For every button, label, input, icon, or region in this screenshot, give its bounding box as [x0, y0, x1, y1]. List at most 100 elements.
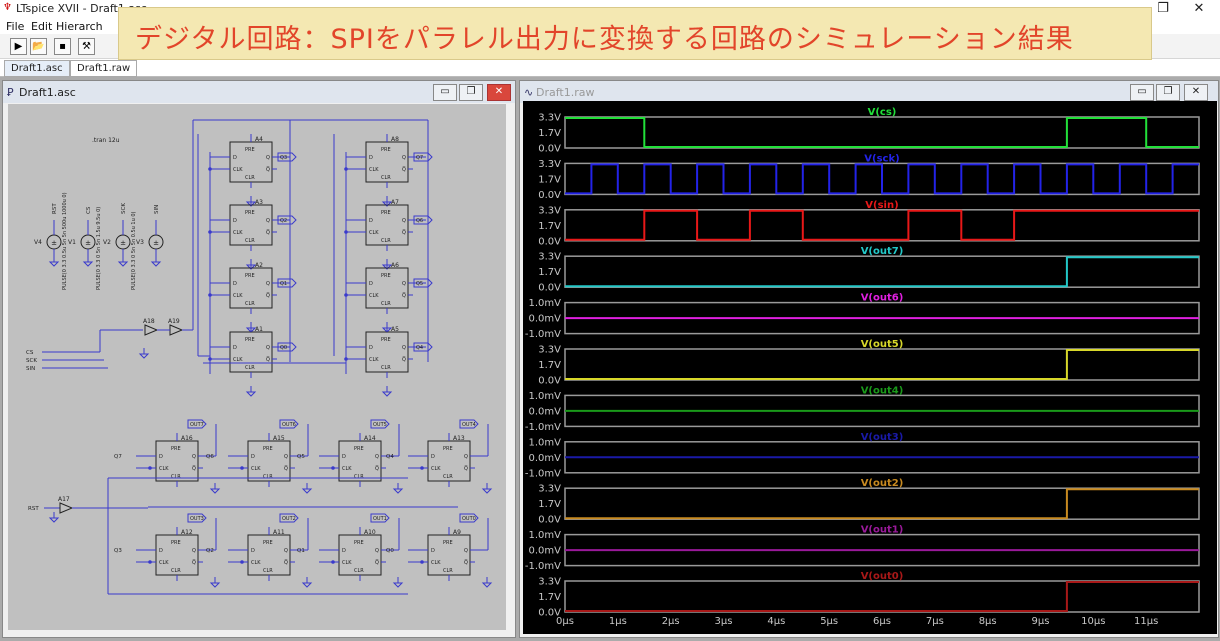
flip-flop-pin: CLK: [159, 560, 169, 566]
flip-flop-pin: Q̅: [284, 559, 288, 566]
hammer-icon[interactable]: ⚒: [78, 38, 95, 55]
tab-draft1-raw[interactable]: Draft1.raw: [70, 60, 138, 77]
waveform-restore-button[interactable]: ❐: [1156, 84, 1180, 101]
flip-flop-pin: D: [233, 155, 237, 161]
flip-flop-pin: CLR: [381, 175, 391, 181]
buffer-label: A17: [58, 496, 70, 503]
app-title: LTspice XVII - Draft1.asc: [16, 2, 147, 15]
ground-symbol: [209, 488, 221, 494]
net-label-flag: [413, 278, 433, 288]
flip-flop-pin: PRE: [354, 540, 364, 546]
y-tick-label: 0.0V: [538, 190, 561, 201]
y-tick-label: 0.0V: [538, 144, 561, 155]
maximize-button[interactable]: ❐: [1157, 1, 1169, 16]
waveform-plot[interactable]: V(cs) 3.3V 1.7V 0.0V V(sck) 3.3V 1.7V 0.0V V(sin…: [523, 101, 1217, 634]
voltage-source-sign: ±: [153, 239, 159, 247]
flip-flop-pin: D: [369, 345, 373, 351]
flip-flop-name: A8: [391, 136, 399, 143]
plot-background: [523, 101, 1217, 634]
trace-label: V(out4): [861, 385, 904, 396]
q-output-label: Q2: [280, 218, 287, 224]
y-tick-label: 0.0mV: [529, 546, 562, 557]
trace-line: [565, 488, 1199, 520]
wire-junction: [240, 560, 244, 564]
flip-flop-pin: CLK: [369, 357, 379, 363]
trace-line: [565, 256, 1199, 288]
input-label: CS: [26, 350, 34, 356]
flip-flop-pin: CLK: [342, 560, 352, 566]
flip-flop-pin: Q̅: [402, 356, 406, 363]
flip-flop-name: A13: [453, 435, 465, 442]
latch-output-label: OUT3: [190, 516, 204, 522]
y-tick-label: 0.0V: [538, 515, 561, 526]
y-tick-label: 1.7V: [538, 499, 561, 510]
x-tick-label: 10µs: [1081, 616, 1105, 627]
flip-flop-pin: D: [342, 454, 346, 460]
trace-label: V(out3): [861, 432, 904, 443]
net-label-flag: [279, 513, 299, 523]
x-tick-label: 0µs: [556, 616, 574, 627]
y-tick-label: 3.3V: [538, 159, 561, 170]
menu-file[interactable]: File: [6, 20, 25, 33]
y-tick-label: 1.0mV: [529, 298, 562, 309]
flip-flop-pin: D: [159, 454, 163, 460]
schematic-restore-button[interactable]: ❐: [459, 84, 483, 101]
q-output-label: Q5: [416, 281, 423, 287]
flip-flop-pin: CLK: [342, 466, 352, 472]
flip-flop-name: A12: [181, 529, 193, 536]
flip-flop-pin: D: [431, 548, 435, 554]
y-tick-label: 1.0mV: [529, 437, 562, 448]
waveform-close-button[interactable]: ✕: [1184, 84, 1208, 101]
flip-flop-pin: CLR: [354, 568, 364, 574]
flip-flop-pin: CLR: [443, 568, 453, 574]
flip-flop-name: A10: [364, 529, 376, 536]
x-tick-label: 4µs: [767, 616, 785, 627]
flip-flop-pin: D: [233, 345, 237, 351]
open-icon[interactable]: 📂: [30, 38, 47, 55]
ground-symbol: [381, 391, 393, 397]
schematic-close-button[interactable]: ✕: [487, 84, 511, 101]
latch-input-label: Q0: [386, 548, 394, 554]
menu-edit[interactable]: Edit: [31, 20, 53, 33]
flip-flop-pin: CLK: [251, 560, 261, 566]
ground-symbol: [48, 261, 60, 267]
flip-flop-pin: D: [431, 454, 435, 460]
trace-panel-frame: [564, 255, 1200, 288]
voltage-source-sign: ±: [120, 239, 126, 247]
ground-symbol: [392, 488, 404, 494]
latch-input-label: Q6: [206, 454, 214, 460]
flip-flop-pin: CLR: [263, 568, 273, 574]
flip-flop-pin: Q̅: [192, 559, 196, 566]
flip-flop-name: A15: [273, 435, 285, 442]
latch-output-label: OUT0: [462, 516, 476, 522]
schematic-canvas[interactable]: .tran 12u ± V4 RST PULSE(0 3.3 0.5u 5n 5n 50…: [8, 104, 506, 630]
flip-flop-pin: Q̅: [375, 465, 379, 472]
flip-flop-pin: CLK: [431, 560, 441, 566]
menu-hierarchy[interactable]: Hierarch: [56, 20, 103, 33]
net-label-flag: [459, 419, 479, 429]
schematic-titlebar: Ꝑ Draft1.asc ▭ ❐ ✕: [3, 81, 515, 103]
close-button[interactable]: ✕: [1193, 1, 1205, 16]
latch-input-label: Q5: [297, 454, 305, 460]
y-tick-label: 0.0V: [538, 608, 561, 619]
flip-flop-pin: Q: [192, 454, 196, 460]
waveform-minimize-button[interactable]: ▭: [1130, 84, 1154, 101]
run-icon[interactable]: ▶: [10, 38, 27, 55]
flip-flop-pin: Q̅: [192, 465, 196, 472]
net-label-flag: [413, 152, 433, 162]
y-tick-label: 0.0V: [538, 283, 561, 294]
source-net-label: SIN: [154, 205, 160, 214]
tab-draft1-asc[interactable]: Draft1.asc: [4, 60, 70, 77]
save-icon[interactable]: ▪: [54, 38, 71, 55]
schematic-minimize-button[interactable]: ▭: [433, 84, 457, 101]
wire-junction: [240, 466, 244, 470]
flip-flop-pin: CLR: [354, 474, 364, 480]
source-pulse-spec: PULSE(0 3.3 0.5u 5n 5n 500u 1000u 0): [62, 192, 68, 290]
y-tick-label: 3.3V: [538, 205, 561, 216]
latch-input-label: Q4: [386, 454, 394, 460]
flip-flop-name: A1: [255, 326, 263, 333]
y-tick-label: 3.3V: [538, 252, 561, 263]
x-tick-label: 3µs: [715, 616, 733, 627]
input-label: SIN: [26, 366, 35, 372]
y-tick-label: 1.7V: [538, 360, 561, 371]
